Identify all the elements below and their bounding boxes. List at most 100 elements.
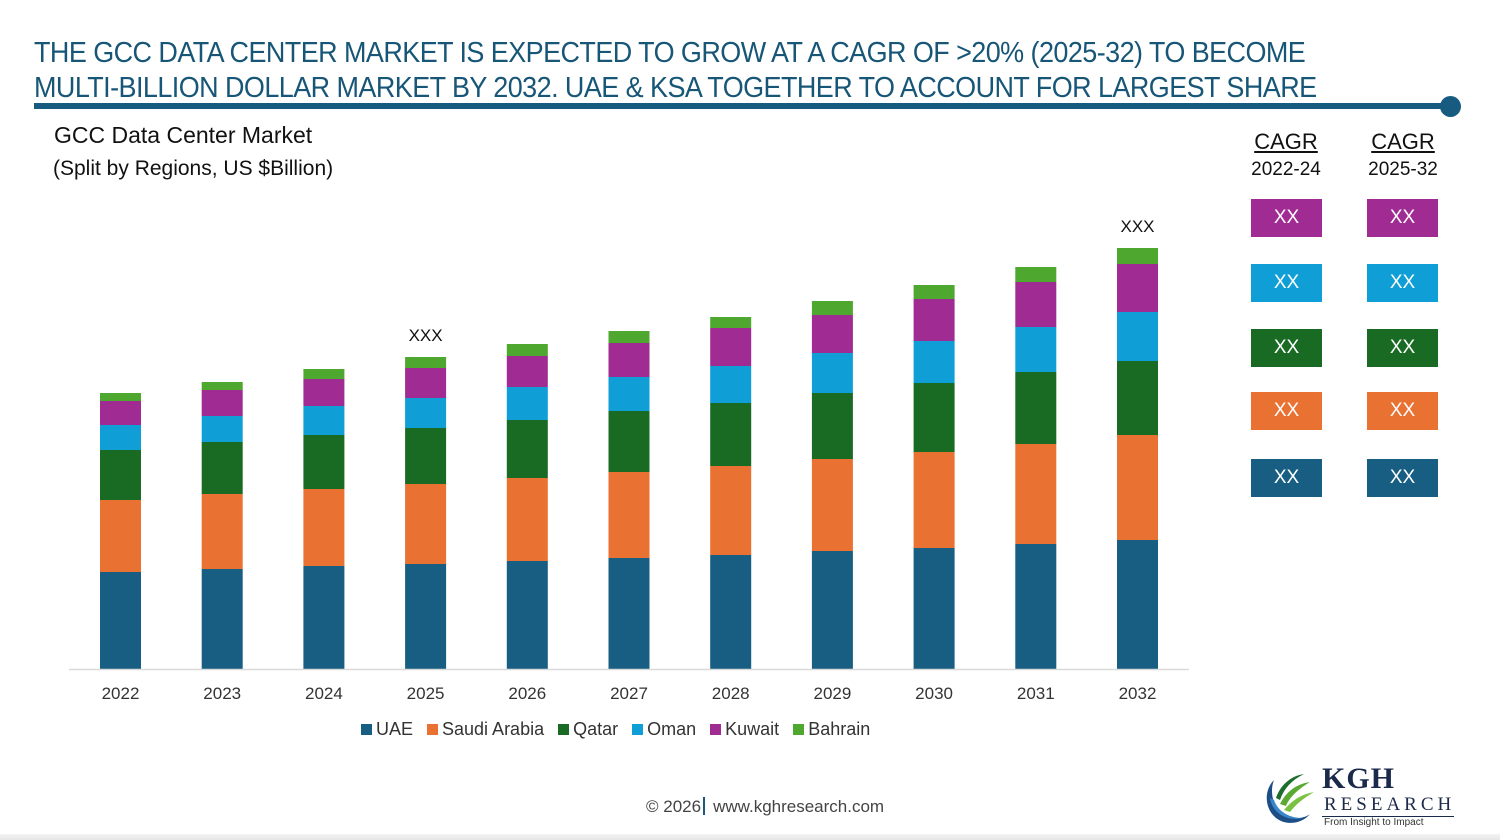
bar-segment-saudi-arabia-2028 bbox=[710, 466, 752, 555]
bar-segment-kuwait-2027 bbox=[608, 343, 650, 377]
cagr-column-header-2025-32: CAGR 2025-32 bbox=[1348, 129, 1458, 181]
bar-segment-uae-2025 bbox=[405, 564, 447, 669]
cagr-value-qatar-2022-24: XX bbox=[1251, 329, 1322, 367]
bar-segment-bahrain-2023 bbox=[201, 382, 243, 390]
legend-item-bahrain: Bahrain bbox=[793, 719, 870, 740]
bar-segment-bahrain-2026 bbox=[506, 344, 548, 356]
bar-segment-oman-2030 bbox=[913, 341, 955, 383]
legend-label: Saudi Arabia bbox=[442, 719, 545, 739]
cagr-value-kuwait-2025-32: XX bbox=[1367, 199, 1438, 237]
bar-segment-bahrain-2029 bbox=[811, 301, 853, 315]
bar-segment-uae-2028 bbox=[710, 555, 752, 669]
chart-subtitle: (Split by Regions, US $Billion) bbox=[53, 157, 334, 180]
legend-item-saudi-arabia: Saudi Arabia bbox=[427, 719, 544, 740]
bar-stack-2022 bbox=[100, 393, 141, 669]
legend-item-uae: UAE bbox=[361, 719, 413, 740]
bar-segment-qatar-2032 bbox=[1117, 361, 1158, 435]
bar-segment-bahrain-2032 bbox=[1117, 248, 1158, 264]
copyright-text: © 2026 bbox=[646, 797, 702, 816]
annotations: XXX XXX bbox=[409, 217, 1155, 345]
bar-segment-qatar-2030 bbox=[913, 383, 955, 452]
cagr-value-uae-2022-24: XX bbox=[1251, 459, 1322, 497]
x-tick-labels: 2022 2023 2024 2025 2026 2027 2028 2029 2030 2031… bbox=[102, 684, 1157, 703]
headline: THE GCC DATA CENTER MARKET IS EXPECTED T… bbox=[34, 36, 1355, 106]
headline-line-2: MULTI-BILLION DOLLAR MARKET BY 2032. UAE… bbox=[34, 72, 1317, 104]
legend-swatch bbox=[710, 724, 722, 735]
bar-segment-bahrain-2031 bbox=[1015, 267, 1057, 282]
bar-segment-kuwait-2026 bbox=[506, 356, 548, 387]
bar-stack-2023 bbox=[201, 382, 243, 669]
header-divider bbox=[34, 103, 1446, 109]
logo-tagline: From Insight to Impact bbox=[1324, 817, 1424, 828]
x-tick-label: 2032 bbox=[1119, 684, 1157, 703]
bar-segment-kuwait-2031 bbox=[1015, 282, 1057, 327]
bar-segment-bahrain-2025 bbox=[405, 357, 447, 368]
bar-segment-uae-2023 bbox=[201, 569, 243, 669]
legend-label: UAE bbox=[376, 719, 414, 739]
bar-segment-qatar-2025 bbox=[405, 428, 447, 484]
bar-segment-uae-2032 bbox=[1117, 540, 1158, 669]
legend-swatch bbox=[427, 724, 439, 735]
bar-segment-bahrain-2024 bbox=[303, 369, 345, 379]
x-tick-label: 2030 bbox=[915, 684, 953, 703]
legend-swatch bbox=[793, 724, 805, 735]
bar-stack-2029 bbox=[811, 301, 853, 669]
bar-segment-saudi-arabia-2024 bbox=[303, 489, 345, 566]
bar-segment-saudi-arabia-2025 bbox=[405, 484, 447, 564]
globe-swoosh-icon bbox=[1266, 774, 1314, 823]
x-tick-label: 2023 bbox=[203, 684, 241, 703]
bar-segment-qatar-2027 bbox=[608, 411, 650, 472]
bar-stack-2030 bbox=[913, 285, 955, 669]
bar-segment-oman-2025 bbox=[405, 398, 447, 428]
cagr-value-oman-2025-32: XX bbox=[1367, 264, 1438, 302]
bar-segment-oman-2023 bbox=[201, 416, 243, 442]
cagr-value-saudi-arabia-2022-24: XX bbox=[1251, 392, 1322, 430]
bar-stack-2027 bbox=[608, 331, 650, 669]
cagr-column-header-2022-24: CAGR 2022-24 bbox=[1231, 129, 1341, 181]
bar-segment-qatar-2029 bbox=[811, 393, 853, 459]
bar-segment-saudi-arabia-2031 bbox=[1015, 444, 1057, 544]
x-tick-label: 2024 bbox=[305, 684, 343, 703]
x-tick-label: 2028 bbox=[712, 684, 750, 703]
cagr-title: CAGR bbox=[1371, 129, 1435, 154]
cagr-period: 2025-32 bbox=[1368, 159, 1438, 180]
bar-segment-qatar-2022 bbox=[100, 450, 141, 500]
bar-segment-oman-2032 bbox=[1117, 312, 1158, 361]
data-label-total: XXX bbox=[409, 326, 443, 345]
x-tick-label: 2022 bbox=[102, 684, 140, 703]
bar-stack-2032 bbox=[1117, 248, 1158, 669]
bar-stack-2028 bbox=[710, 317, 752, 669]
cagr-value-saudi-arabia-2025-32: XX bbox=[1367, 392, 1438, 430]
bar-segment-oman-2031 bbox=[1015, 327, 1057, 372]
bar-segment-uae-2031 bbox=[1015, 544, 1057, 669]
x-tick-label: 2031 bbox=[1017, 684, 1055, 703]
bar-segment-uae-2029 bbox=[811, 551, 853, 669]
bar-segment-kuwait-2028 bbox=[710, 328, 752, 366]
logo-subname: RESEARCH bbox=[1324, 794, 1456, 815]
bar-segment-qatar-2031 bbox=[1015, 372, 1057, 444]
bar-segment-oman-2022 bbox=[100, 425, 141, 450]
bar-stack-2031 bbox=[1015, 267, 1057, 669]
bar-segment-uae-2030 bbox=[913, 548, 955, 669]
bar-segment-bahrain-2027 bbox=[608, 331, 650, 343]
website-link[interactable]: www.kghresearch.com bbox=[713, 797, 885, 816]
x-tick-label: 2025 bbox=[407, 684, 445, 703]
bar-segment-uae-2026 bbox=[506, 561, 548, 669]
bar-segment-uae-2027 bbox=[608, 558, 650, 669]
bar-segment-kuwait-2032 bbox=[1117, 264, 1158, 312]
stacked-bar-chart: 2022 2023 2024 2025 2026 2027 2028 2029 2030 2031… bbox=[69, 217, 1189, 703]
bar-segment-qatar-2026 bbox=[506, 420, 548, 478]
bar-segment-uae-2024 bbox=[303, 566, 345, 669]
legend-swatch bbox=[361, 724, 372, 735]
bar-segment-saudi-arabia-2030 bbox=[913, 452, 955, 548]
bar-segment-bahrain-2022 bbox=[100, 393, 141, 401]
cagr-value-uae-2025-32: XX bbox=[1367, 459, 1438, 497]
footer: © 2026 www.kghresearch.com bbox=[646, 797, 884, 817]
company-logo: KGH RESEARCH From Insight to Impact bbox=[1260, 762, 1460, 832]
bar-segment-kuwait-2022 bbox=[100, 401, 141, 425]
bar-segment-saudi-arabia-2029 bbox=[811, 459, 853, 551]
cagr-period: 2022-24 bbox=[1251, 159, 1321, 180]
legend-swatch bbox=[558, 724, 570, 735]
bar-stack-2024 bbox=[303, 369, 345, 669]
bar-segment-oman-2029 bbox=[811, 353, 853, 393]
